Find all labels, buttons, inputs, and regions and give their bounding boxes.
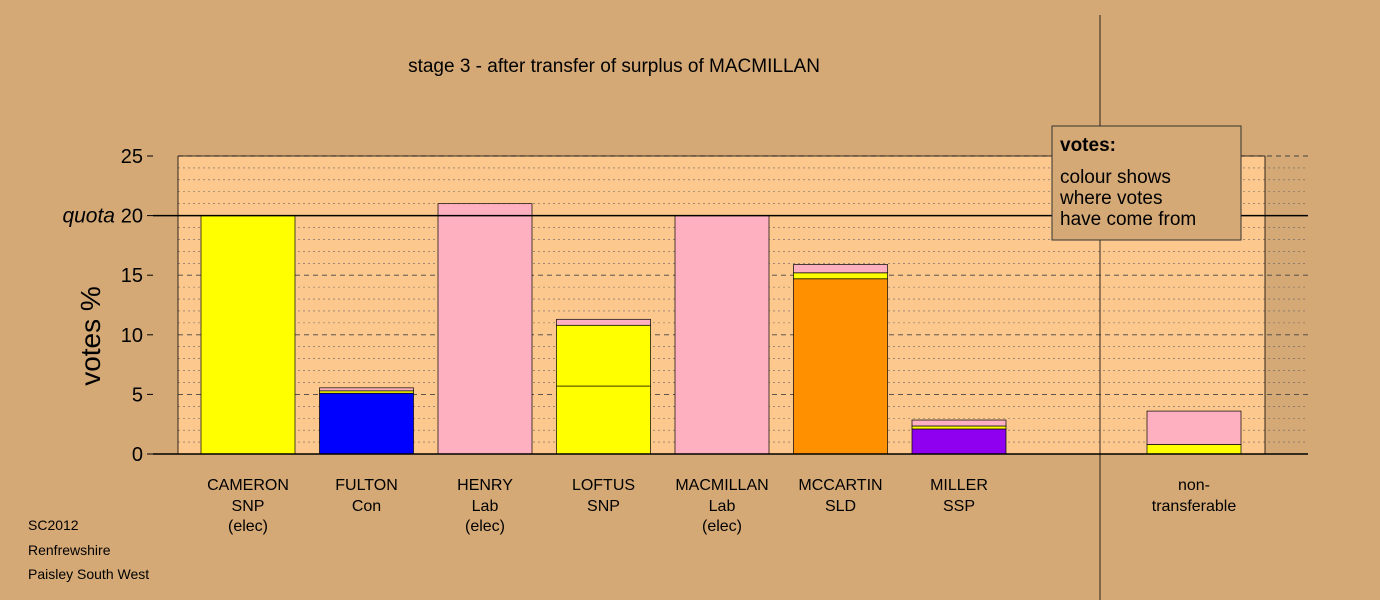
- candidate-name-label: MILLER: [930, 477, 988, 494]
- candidate-party-label: Lab: [709, 498, 736, 515]
- legend-line: where votes: [1059, 188, 1162, 209]
- bar-loftus-segment: [556, 385, 651, 455]
- bar-fulton-segment: [319, 390, 414, 394]
- bar-fulton-segment: [319, 392, 414, 455]
- bar-macmillan-segment: [674, 215, 770, 455]
- candidate-name-label: FULTON: [335, 477, 398, 494]
- bar-mccartin-segment: [793, 278, 888, 455]
- y-tick-label: 0: [132, 444, 143, 466]
- candidate-party-label: SLD: [825, 498, 856, 515]
- bar-miller-segment: [911, 419, 1007, 427]
- quota-label: quota: [62, 205, 115, 228]
- y-tick-label: 15: [121, 265, 143, 287]
- bar-nontransferable-segment: [1146, 410, 1242, 445]
- bar-mccartin-segment: [793, 264, 888, 274]
- bar-henry-segment: [437, 203, 533, 455]
- candidate-name-label: LOFTUS: [572, 477, 635, 494]
- candidate-name-label: MCCARTIN: [798, 477, 882, 494]
- legend-line: colour shows: [1060, 167, 1171, 188]
- candidate-name-label: MACMILLAN: [675, 477, 768, 494]
- y-tick-label: 20: [121, 206, 143, 228]
- candidate-party-label: Lab: [472, 498, 499, 515]
- nontransferable-label: non-: [1178, 477, 1210, 494]
- candidate-status-label: (elec): [465, 518, 505, 535]
- candidate-status-label: (elec): [228, 518, 268, 535]
- y-axis-label: votes %: [75, 286, 106, 386]
- candidate-name-label: HENRY: [457, 477, 513, 494]
- x-labels: CAMERON SNP (elec) FULTON Con HENRY Lab (elec) L…: [207, 477, 1236, 535]
- bar-miller-segment: [911, 425, 1007, 430]
- nontransferable-label: transferable: [1152, 498, 1237, 515]
- bar-loftus-segment: [556, 318, 651, 326]
- candidate-party-label: SNP: [232, 498, 265, 515]
- candidate-party-label: SSP: [943, 498, 975, 515]
- legend-box: [1051, 125, 1242, 241]
- y-tick-label: 25: [121, 146, 143, 168]
- legend-title: votes:: [1060, 135, 1116, 156]
- bar-cameron-segment: [200, 215, 296, 455]
- y-ticks: 0 5 10 15 20 25: [121, 146, 153, 466]
- footer-line: Renfrewshire: [28, 542, 111, 558]
- legend: votes: colour shows where votes have com…: [1051, 125, 1242, 241]
- legend-line: have come from: [1060, 209, 1196, 230]
- bar-loftus-segment: [556, 324, 651, 387]
- footer-line: SC2012: [28, 517, 79, 533]
- bar-mccartin-segment: [793, 272, 888, 280]
- candidate-name-label: CAMERON: [207, 477, 289, 494]
- y-tick-label: 10: [121, 325, 143, 347]
- chart-title: stage 3 - after transfer of surplus of M…: [408, 56, 820, 77]
- candidate-party-label: Con: [352, 498, 381, 515]
- bar-miller-segment: [911, 428, 1007, 455]
- y-tick-label: 5: [132, 384, 143, 406]
- bar-fulton-segment: [319, 387, 414, 392]
- bars: [200, 203, 1242, 455]
- candidate-party-label: SNP: [587, 498, 620, 515]
- footer-line: Paisley South West: [28, 566, 149, 582]
- bar-nontransferable-segment: [1146, 444, 1242, 455]
- candidate-status-label: (elec): [702, 518, 742, 535]
